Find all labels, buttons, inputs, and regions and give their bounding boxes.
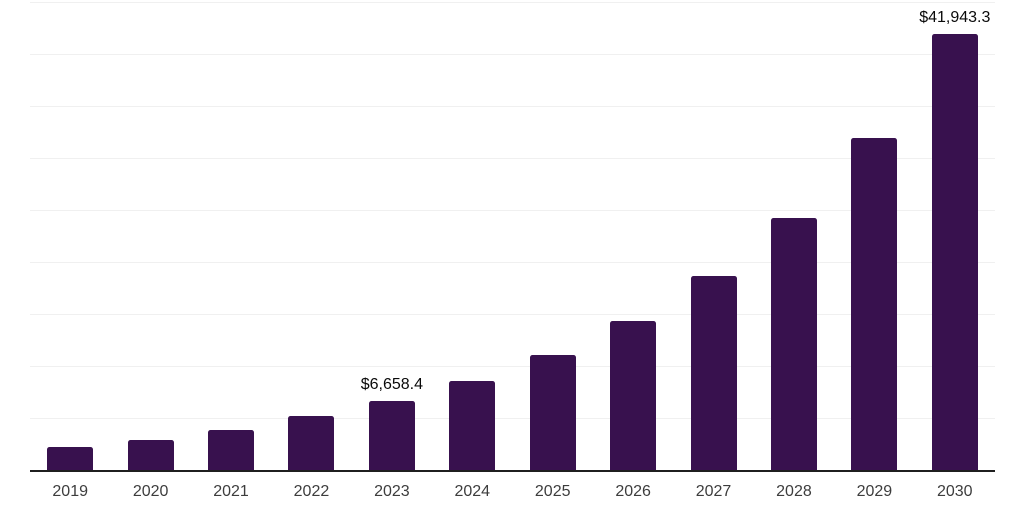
- x-tick-label-2028: 2028: [776, 483, 812, 500]
- bar-2023: [368, 400, 415, 470]
- data-label-2023: $6,658.4: [360, 375, 424, 393]
- bar-2019: [47, 447, 94, 470]
- gridline-40000: [30, 53, 995, 55]
- x-tick-label-2027: 2027: [695, 483, 732, 500]
- bar-2029: [851, 137, 898, 470]
- x-tick-label-2021: 2021: [213, 483, 249, 500]
- gridline-45000: [30, 1, 995, 3]
- x-axis-labels: 2019 2020 2021 2022 2023 2024 2025 2026 2027 2028…: [30, 482, 995, 504]
- x-tick-label-2025: 2025: [534, 483, 571, 500]
- bar-2025: [529, 355, 576, 470]
- x-tick-label-2029: 2029: [856, 483, 893, 500]
- bar-2022: [288, 416, 335, 470]
- plot-area: $6,658.4 $41,943.3: [30, 0, 995, 472]
- x-tick-label-2022: 2022: [293, 483, 330, 500]
- data-label-2030: $41,943.3: [919, 8, 991, 26]
- x-tick-label-2020: 2020: [132, 483, 169, 500]
- gridline-15000: [30, 313, 995, 315]
- bar-2020: [127, 440, 174, 470]
- gridline-25000: [30, 209, 995, 211]
- gridline-5000: [30, 417, 995, 419]
- gridline-10000: [30, 365, 995, 367]
- gridline-35000: [30, 105, 995, 107]
- bar-2028: [770, 217, 817, 470]
- bar-2026: [610, 321, 657, 470]
- x-tick-label-2024: 2024: [454, 483, 491, 500]
- bar-2030: [931, 33, 978, 470]
- x-tick-label-2030: 2030: [936, 483, 973, 500]
- x-tick-label-2019: 2019: [52, 483, 88, 500]
- gridline-20000: [30, 261, 995, 263]
- gridline-30000: [30, 157, 995, 159]
- bar-2024: [449, 381, 496, 470]
- x-tick-label-2023: 2023: [374, 483, 410, 500]
- bar-2021: [208, 430, 255, 470]
- bar-2027: [690, 276, 737, 470]
- x-tick-label-2026: 2026: [615, 483, 651, 500]
